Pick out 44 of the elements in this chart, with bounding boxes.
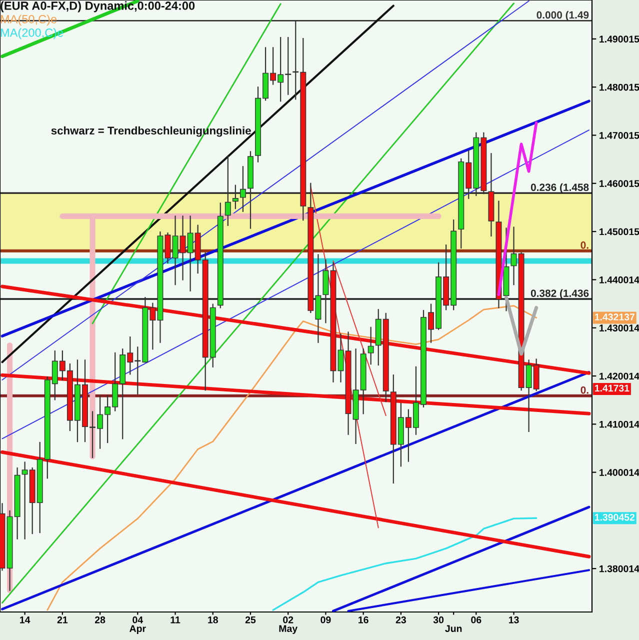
- x-tick-label: 30: [433, 616, 444, 624]
- candlestick: [240, 166, 246, 212]
- line-series: [272, 517, 538, 611]
- text: 1.432137: [594, 314, 634, 320]
- y-tick-label: 1.470015: [600, 132, 639, 139]
- x-tick-label: 16: [358, 616, 368, 624]
- x-tick-label: 25: [245, 616, 256, 624]
- y-tick-label: 1.480015: [600, 84, 639, 91]
- x-tick-label: 28: [94, 616, 106, 624]
- y-tick-label: 1.380014: [600, 565, 639, 572]
- y-tick-label: 1.450015: [600, 228, 639, 236]
- x-tick-label: 18: [208, 616, 218, 624]
- x-tick-label: 06: [471, 616, 482, 624]
- ref-line-label: 0.236 (1.458: [530, 183, 589, 194]
- y-tick-label: 1.440014: [600, 276, 639, 284]
- x-tick-label: 14: [20, 616, 30, 624]
- x-tick-label: 02 May: [279, 616, 298, 634]
- x-tick-label: 21: [57, 616, 68, 624]
- ref-line-label: 0.000 (1.49: [536, 10, 589, 21]
- annotation: 0.: [580, 241, 588, 249]
- candlestick: [172, 216, 178, 286]
- x-tick-label: 04 Apr: [130, 616, 146, 634]
- candlestick: [224, 156, 231, 226]
- x-tick-label: 23: [396, 616, 406, 624]
- x-tick-label: 13: [508, 616, 519, 624]
- ref-line-label: 0.382 (1.436: [530, 289, 589, 300]
- candlestick: [232, 184, 238, 210]
- candlestick: [338, 334, 344, 382]
- x-tick-label: Jun: [445, 625, 462, 632]
- y-tick-label: 1.460015: [600, 180, 639, 187]
- annotation: 1.41731: [594, 384, 630, 392]
- text: 1.390452: [594, 514, 635, 521]
- candlestick: [368, 326, 374, 365]
- candlestick: [510, 226, 517, 286]
- y-tick-label: 1.490015: [600, 36, 639, 43]
- y-tick-label: 1.400014: [600, 469, 639, 476]
- candlestick: [164, 232, 171, 264]
- line-series: [46, 305, 538, 611]
- x-tick-label: 11: [170, 616, 180, 624]
- x-tick-label: 09: [320, 616, 331, 624]
- y-tick-label: 1.420014: [600, 372, 639, 380]
- y-tick-label: 1.410014: [600, 420, 639, 428]
- y-tick-label: 1.430014: [600, 324, 639, 332]
- annotation: 0.: [580, 386, 588, 394]
